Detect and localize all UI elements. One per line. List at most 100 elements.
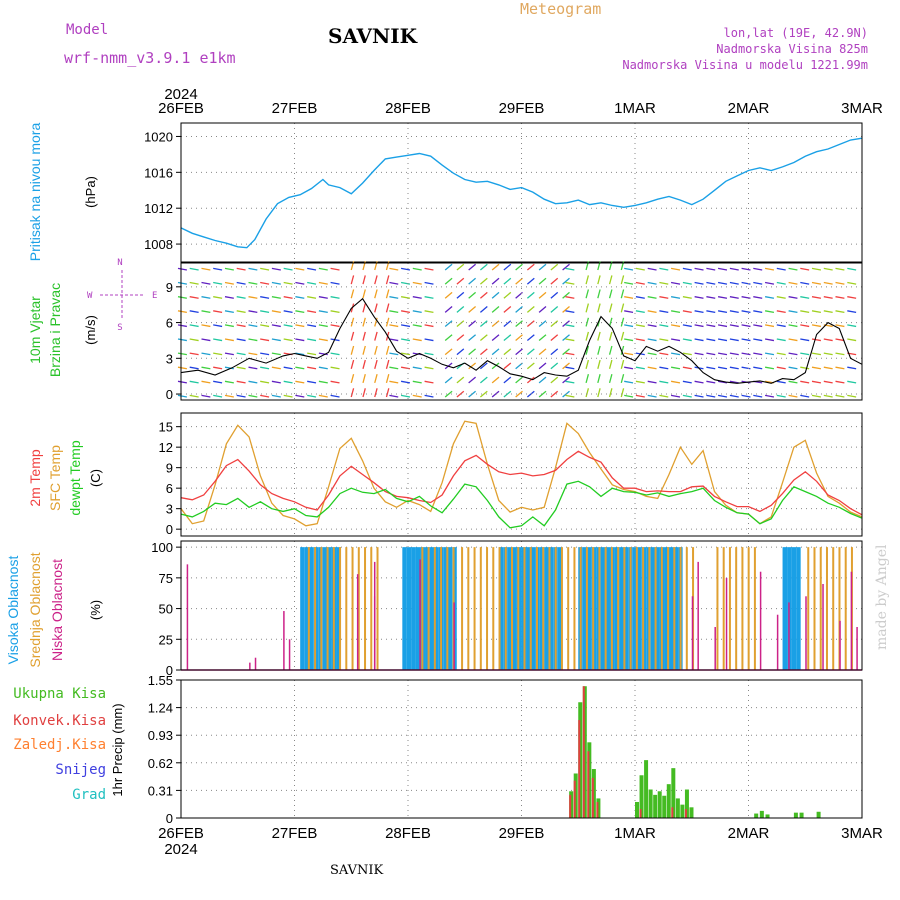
wind-arrow xyxy=(385,303,390,313)
wind-arrow xyxy=(330,296,340,299)
wind-arrow xyxy=(811,324,822,328)
wind-arrow xyxy=(823,281,833,285)
wind-arrow xyxy=(800,394,810,398)
wind-arrow xyxy=(608,374,613,384)
wind-arrow xyxy=(412,394,422,398)
wind-arrow xyxy=(682,394,692,398)
wind-arrow xyxy=(424,380,434,384)
high-cloud-ylabel: Visoka Oblacnost xyxy=(5,556,21,665)
wind-arrow xyxy=(385,345,390,355)
high-cloud-bar xyxy=(605,547,610,670)
cloud-unit: (%) xyxy=(88,600,103,620)
model-name: wrf-nmm_v3.9.1 e1km xyxy=(64,49,236,67)
mid-cloud-bar xyxy=(567,547,570,670)
high-cloud-bar xyxy=(544,547,549,670)
wind-arrow xyxy=(362,275,366,285)
conv-precip-bar xyxy=(582,686,585,818)
wind-arrow xyxy=(456,334,465,342)
wind-arrow xyxy=(424,267,434,271)
wind-arrow xyxy=(538,277,547,285)
wind-arrow xyxy=(503,376,512,384)
wind-arrow xyxy=(444,334,453,342)
wind-arrow xyxy=(424,324,434,328)
wind-arrow xyxy=(835,394,845,398)
low-cloud-bar xyxy=(714,627,716,670)
wind-arrow xyxy=(260,310,270,313)
wind-arrow xyxy=(350,359,355,369)
wind-arrow xyxy=(515,263,523,271)
wind-arrow xyxy=(374,289,378,299)
wind-arrow xyxy=(788,394,798,398)
wind-arrow xyxy=(526,277,535,285)
wind-arrow xyxy=(562,348,570,356)
wind-arrow xyxy=(624,380,634,384)
high-cloud-bar xyxy=(402,547,407,670)
wind-arrow xyxy=(538,306,547,313)
wind-arrow xyxy=(597,388,601,398)
wind-arrow xyxy=(811,338,822,342)
high-cloud-bar xyxy=(655,547,660,670)
total-precip-bar xyxy=(644,760,649,818)
mid-cloud-bar xyxy=(351,547,354,670)
wind-arrow xyxy=(565,366,575,370)
top-day-label: 1MAR xyxy=(614,100,656,117)
wind-arrow xyxy=(538,320,547,327)
conv-precip-bar xyxy=(569,794,572,818)
wind-arrow xyxy=(271,310,281,313)
wind-arrow xyxy=(647,324,657,328)
dewpt-ylabel: dewpt Temp xyxy=(67,440,83,515)
wind-arrow xyxy=(248,324,258,328)
temp-frame xyxy=(180,412,863,537)
wind-arrow xyxy=(424,338,434,342)
wind-arrow xyxy=(585,345,590,355)
wind-arrow xyxy=(271,380,281,384)
pressure-ytick-label: 1012 xyxy=(144,201,173,216)
wind-arrow xyxy=(295,394,305,398)
wind-arrow xyxy=(362,359,366,369)
mid-cloud-bar xyxy=(573,547,576,670)
wind-arrow xyxy=(741,296,751,299)
wind-arrow xyxy=(224,352,234,356)
wind-arrow xyxy=(503,348,512,356)
wind-arrow xyxy=(624,366,634,370)
wind-arrow xyxy=(624,281,634,285)
wind-arrow xyxy=(189,352,199,356)
wind-arrow xyxy=(753,310,763,313)
wind-arrow xyxy=(491,376,500,384)
wind-arrow xyxy=(479,334,488,342)
pressure-ytick-label: 1020 xyxy=(144,129,173,144)
wind-ytick-label: 9 xyxy=(166,280,173,295)
wind-arrow xyxy=(526,348,535,356)
wind-arrow xyxy=(385,317,390,327)
wind-arrow xyxy=(608,317,613,327)
wind-arrow xyxy=(330,281,340,285)
wind-arrow xyxy=(424,281,434,285)
wind-arrow xyxy=(330,366,340,370)
mid-cloud-bar xyxy=(370,547,373,670)
high-cloud-bar xyxy=(327,547,332,670)
wind-arrow xyxy=(788,324,798,328)
wind-arrow xyxy=(694,394,704,398)
wind-arrow xyxy=(189,310,199,313)
wind-arrow xyxy=(585,317,590,327)
wind-arrow xyxy=(283,338,293,342)
wind-arrow xyxy=(670,394,681,398)
wind-arrow xyxy=(295,310,305,313)
total-precip-bar xyxy=(799,812,804,818)
wind-arrow xyxy=(764,366,775,370)
wind-arrow xyxy=(753,267,763,271)
mid-cloud-bar xyxy=(679,547,682,670)
wind-arrow xyxy=(189,394,199,398)
wind-arrow xyxy=(307,267,317,271)
wind-arrow xyxy=(444,320,453,327)
wind-arrow xyxy=(330,310,340,313)
wind-arrow xyxy=(835,324,845,328)
wind-arrow xyxy=(764,338,775,342)
wind-arrow xyxy=(753,352,763,356)
wind-arrow xyxy=(753,394,763,398)
cloud-ytick-label: 25 xyxy=(159,632,173,647)
wind-arrow xyxy=(456,291,465,299)
wind-arrow xyxy=(847,296,857,299)
wind-arrow xyxy=(608,345,613,355)
wind-arrow xyxy=(788,267,798,271)
